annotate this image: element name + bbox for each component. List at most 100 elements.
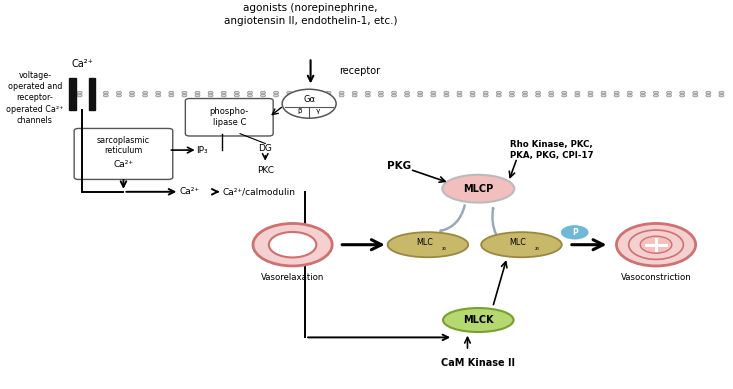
- Circle shape: [235, 94, 239, 97]
- Circle shape: [339, 91, 344, 94]
- Circle shape: [457, 91, 462, 94]
- Ellipse shape: [282, 89, 336, 118]
- Circle shape: [195, 94, 200, 97]
- Circle shape: [444, 94, 449, 97]
- Circle shape: [260, 94, 265, 97]
- Circle shape: [654, 91, 658, 94]
- Text: ₂₀: ₂₀: [441, 246, 446, 251]
- Text: ₂₀: ₂₀: [535, 246, 539, 251]
- Circle shape: [326, 91, 331, 94]
- Circle shape: [418, 91, 423, 94]
- Circle shape: [561, 94, 567, 97]
- Circle shape: [155, 94, 161, 97]
- Circle shape: [483, 91, 488, 94]
- Circle shape: [679, 94, 685, 97]
- Text: PKG: PKG: [387, 161, 411, 170]
- Circle shape: [248, 94, 252, 97]
- Circle shape: [444, 91, 449, 94]
- Circle shape: [195, 91, 200, 94]
- Text: Ca²⁺: Ca²⁺: [72, 59, 93, 69]
- Ellipse shape: [442, 175, 515, 203]
- Circle shape: [431, 94, 436, 97]
- Circle shape: [182, 94, 187, 97]
- Circle shape: [130, 94, 135, 97]
- Circle shape: [378, 91, 383, 94]
- Circle shape: [326, 94, 331, 97]
- Circle shape: [182, 91, 187, 94]
- Circle shape: [130, 91, 135, 94]
- Text: voltage-
operated and
receptor-
operated Ca²⁺
channels: voltage- operated and receptor- operated…: [7, 70, 64, 125]
- Circle shape: [679, 91, 685, 94]
- Circle shape: [614, 91, 619, 94]
- Circle shape: [641, 94, 645, 97]
- Circle shape: [549, 91, 553, 94]
- Circle shape: [248, 91, 252, 94]
- Circle shape: [169, 94, 174, 97]
- Circle shape: [483, 94, 488, 97]
- Ellipse shape: [481, 232, 561, 257]
- Circle shape: [169, 91, 174, 94]
- Circle shape: [103, 94, 108, 97]
- Circle shape: [103, 91, 108, 94]
- Circle shape: [221, 94, 226, 97]
- Circle shape: [560, 224, 589, 240]
- Circle shape: [470, 94, 475, 97]
- Circle shape: [509, 91, 515, 94]
- Circle shape: [90, 91, 95, 94]
- Circle shape: [365, 94, 370, 97]
- Text: IP₃: IP₃: [196, 145, 207, 154]
- Circle shape: [588, 91, 593, 94]
- Circle shape: [405, 94, 410, 97]
- Ellipse shape: [443, 308, 514, 332]
- Circle shape: [693, 94, 698, 97]
- Circle shape: [666, 91, 671, 94]
- Text: agonists (norepinephrine,
angiotensin II, endothelin-1, etc.): agonists (norepinephrine, angiotensin II…: [224, 4, 397, 26]
- Circle shape: [221, 91, 226, 94]
- Text: β: β: [298, 109, 302, 114]
- Circle shape: [509, 94, 515, 97]
- Circle shape: [273, 94, 279, 97]
- Circle shape: [523, 94, 528, 97]
- Circle shape: [353, 91, 357, 94]
- Circle shape: [418, 94, 423, 97]
- Circle shape: [719, 91, 724, 94]
- Text: Ca²⁺/calmodulin: Ca²⁺/calmodulin: [222, 187, 295, 196]
- Circle shape: [143, 94, 147, 97]
- Text: Vasorelaxation: Vasorelaxation: [261, 273, 324, 282]
- Text: receptor: receptor: [339, 66, 380, 76]
- Circle shape: [365, 91, 370, 94]
- Circle shape: [117, 91, 122, 94]
- FancyBboxPatch shape: [185, 98, 273, 136]
- Circle shape: [339, 94, 344, 97]
- Circle shape: [77, 94, 82, 97]
- Circle shape: [235, 91, 239, 94]
- Circle shape: [77, 91, 82, 94]
- Circle shape: [666, 94, 671, 97]
- Circle shape: [719, 94, 724, 97]
- Circle shape: [588, 94, 593, 97]
- Circle shape: [378, 94, 383, 97]
- Circle shape: [300, 94, 305, 97]
- Circle shape: [260, 91, 265, 94]
- Circle shape: [143, 91, 147, 94]
- Circle shape: [616, 223, 696, 266]
- Text: Gα: Gα: [303, 95, 315, 103]
- FancyArrowPatch shape: [493, 208, 515, 256]
- Circle shape: [575, 94, 580, 97]
- Circle shape: [654, 94, 658, 97]
- Circle shape: [640, 236, 672, 253]
- Text: P: P: [572, 228, 578, 237]
- Circle shape: [208, 91, 213, 94]
- Text: DG: DG: [258, 144, 272, 152]
- Circle shape: [287, 91, 292, 94]
- Circle shape: [561, 91, 567, 94]
- Circle shape: [208, 94, 213, 97]
- Circle shape: [496, 94, 501, 97]
- Circle shape: [601, 91, 606, 94]
- Text: Rho Kinase, PKC,
PKA, PKG, CPI-17: Rho Kinase, PKC, PKA, PKG, CPI-17: [510, 140, 594, 160]
- Text: phospho-
lipase C: phospho- lipase C: [210, 107, 249, 127]
- Circle shape: [706, 91, 711, 94]
- Circle shape: [549, 94, 553, 97]
- Circle shape: [287, 94, 292, 97]
- Circle shape: [523, 91, 528, 94]
